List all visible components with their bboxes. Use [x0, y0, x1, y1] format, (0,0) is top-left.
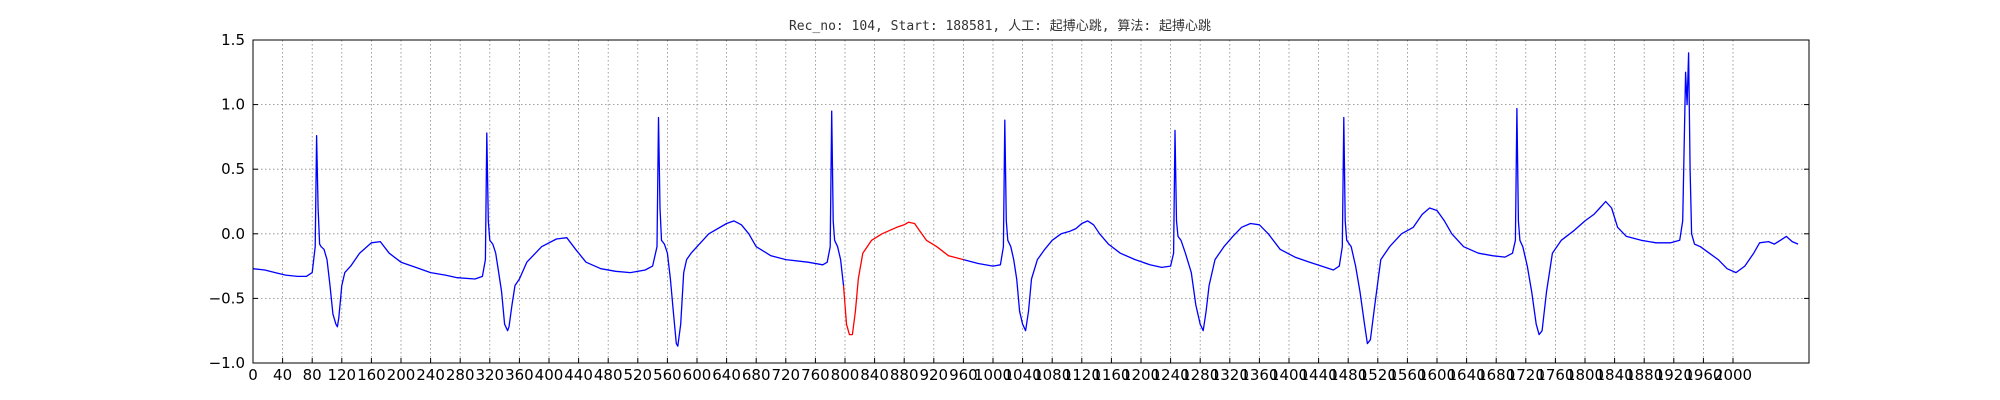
x-tick-label: 1800	[1566, 366, 1604, 384]
y-tick-label: 0.0	[221, 225, 245, 243]
x-tick-label: 200	[387, 366, 416, 384]
x-tick-label: 40	[273, 366, 292, 384]
x-tick-label: 920	[919, 366, 948, 384]
x-tick-label: 1160	[1092, 366, 1130, 384]
x-tick-label: 1920	[1655, 366, 1693, 384]
x-tick-label: 1760	[1536, 366, 1574, 384]
x-tick-label: 1120	[1063, 366, 1101, 384]
x-tick-label: 320	[475, 366, 504, 384]
x-tick-label: 800	[831, 366, 860, 384]
x-tick-label: 1320	[1211, 366, 1249, 384]
x-tick-label: 880	[890, 366, 919, 384]
x-tick-label: 680	[742, 366, 771, 384]
x-tick-label: 280	[446, 366, 475, 384]
x-tick-label: 1280	[1181, 366, 1219, 384]
x-tick-label: 1640	[1448, 366, 1486, 384]
x-tick-label: 1960	[1684, 366, 1722, 384]
series-lines	[252, 52, 1799, 347]
y-tick-label: −1.0	[209, 354, 245, 372]
x-tick-label: 1680	[1477, 366, 1515, 384]
x-tick-label: 1600	[1418, 366, 1456, 384]
x-tick-label: 360	[505, 366, 534, 384]
x-tick-label: 1080	[1033, 366, 1071, 384]
x-tick-label: 760	[801, 366, 830, 384]
y-tick-label: 1.0	[221, 96, 245, 114]
x-axis-ticks: 0 40 80 120 160 200 240 280 320 360 400 440 480 520 56…	[248, 358, 1752, 384]
x-tick-label: 640	[712, 366, 741, 384]
x-tick-label: 1000	[974, 366, 1012, 384]
x-tick-label: 720	[771, 366, 800, 384]
chart-title: Rec_no: 104, Start: 188581, 人工: 起搏心跳, 算法…	[789, 18, 1211, 34]
x-tick-label: 480	[594, 366, 623, 384]
x-tick-label: 120	[327, 366, 356, 384]
ecg-trace	[963, 52, 1799, 345]
x-tick-label: 1560	[1388, 366, 1426, 384]
x-tick-label: 960	[949, 366, 978, 384]
x-tick-label: 0	[248, 366, 258, 384]
plot-frame	[252, 39, 1810, 364]
x-tick-label: 520	[623, 366, 652, 384]
x-tick-label: 400	[535, 366, 564, 384]
x-tick-label: 560	[653, 366, 682, 384]
x-tick-label: 840	[860, 366, 889, 384]
y-tick-label: −0.5	[209, 289, 245, 307]
x-tick-label: 1200	[1122, 366, 1160, 384]
x-tick-label: 600	[683, 366, 712, 384]
y-axis-ticks: −1.0 −0.5 0.0 0.5 1.0 1.5	[209, 31, 1809, 372]
ecg-trace-highlighted	[842, 221, 964, 336]
x-tick-label: 1720	[1507, 366, 1545, 384]
x-tick-label: 160	[357, 366, 386, 384]
y-tick-label: 1.5	[221, 31, 245, 49]
x-tick-label: 1360	[1240, 366, 1278, 384]
x-tick-label: 240	[416, 366, 445, 384]
y-tick-label: 0.5	[221, 160, 245, 178]
x-tick-label: 1880	[1625, 366, 1663, 384]
ecg-trace	[252, 110, 845, 347]
x-tick-label: 80	[303, 366, 322, 384]
x-tick-label: 1440	[1300, 366, 1338, 384]
x-tick-label: 1480	[1329, 366, 1367, 384]
x-tick-label: 1520	[1359, 366, 1397, 384]
x-tick-label: 2000	[1714, 366, 1752, 384]
x-tick-label: 1240	[1152, 366, 1190, 384]
x-tick-label: 1840	[1596, 366, 1634, 384]
x-tick-label: 440	[564, 366, 593, 384]
x-tick-label: 1400	[1270, 366, 1308, 384]
x-tick-label: 1040	[1004, 366, 1042, 384]
